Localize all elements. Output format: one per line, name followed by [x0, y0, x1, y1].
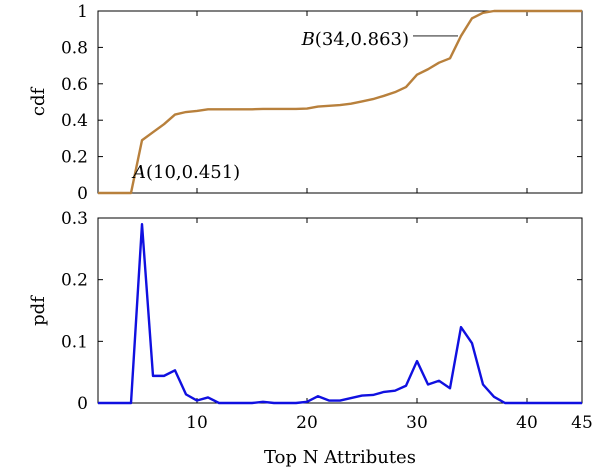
cdf-y-tick-label: 0.2	[61, 148, 88, 168]
pdf-series	[98, 222, 582, 405]
cdf-y-tick-label: 0.6	[61, 75, 88, 95]
pdf-y-axis-label: pdf	[28, 295, 49, 326]
x-axis-label: Top N Attributes	[264, 447, 416, 468]
pdf-x-tick-label: 20	[296, 413, 318, 433]
pdf-y-tick-labels: 0 0.1 0.2 0.3	[61, 209, 88, 414]
pdf-ticks	[98, 217, 583, 404]
cdf-y-tick-label: 0.8	[61, 38, 88, 58]
cdf-y-tick-labels: 0 0.2 0.4 0.6 0.8 1	[61, 2, 88, 204]
pdf-x-tick-label: 30	[406, 413, 428, 433]
cdf-y-axis-label: cdf	[28, 87, 49, 117]
cdf-line	[98, 9, 582, 195]
pdf-y-tick-label: 0.2	[61, 271, 88, 291]
pdf-y-tick-label: 0.3	[61, 209, 88, 229]
pdf-x-tick-label: 10	[186, 413, 208, 433]
pdf-x-tick-label: 45	[571, 413, 593, 433]
annotation-B-text: B(34,0.863)	[301, 29, 409, 50]
cdf-series	[98, 9, 582, 195]
cdf-plot-frame	[97, 10, 583, 194]
pdf-y-tick-label: 0.1	[61, 332, 88, 352]
cdf-y-tick-label: 0.4	[61, 111, 88, 131]
cdf-y-tick-label: 0	[77, 184, 88, 204]
pdf-x-tick-label: 40	[516, 413, 538, 433]
pdf-plot-frame	[97, 217, 583, 404]
cdf-panel: 0 0.2 0.4 0.6 0.8 1 cdf A(10,0.451) B(34,0.863…	[28, 2, 583, 204]
annotation-A-text: A(10,0.451)	[131, 162, 240, 183]
pdf-y-tick-label: 0	[77, 394, 88, 414]
cdf-annotations: A(10,0.451) B(34,0.863)	[131, 29, 458, 183]
pdf-x-tick-labels: 10 20 30 40 45	[186, 413, 593, 433]
cdf-y-tick-label: 1	[77, 2, 88, 22]
annotation-A: A(10,0.451)	[131, 162, 240, 183]
annotation-B: B(34,0.863)	[301, 29, 458, 50]
pdf-panel: 0 0.1 0.2 0.3 10 20 30 40 45 pdf Top N Attribut…	[28, 209, 593, 468]
pdf-line	[98, 222, 582, 405]
